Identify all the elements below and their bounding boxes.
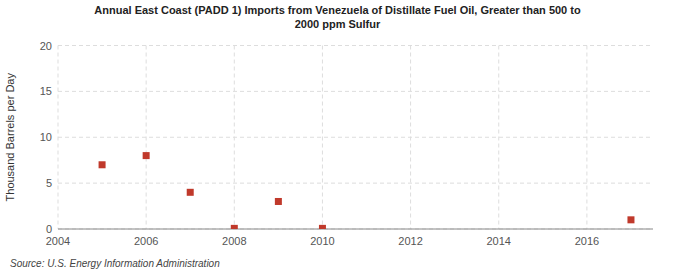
y-tick-label: 15 [40, 85, 52, 97]
y-grid-line [58, 183, 653, 184]
y-grid-line [58, 45, 653, 46]
chart-title: Annual East Coast (PADD 1) Imports from … [94, 4, 581, 30]
x-tick-label: 2014 [486, 235, 510, 247]
chart-svg: Annual East Coast (PADD 1) Imports from … [0, 0, 675, 275]
x-tick-label: 2004 [46, 235, 70, 247]
y-tick-label: 20 [40, 40, 52, 52]
grid [58, 46, 653, 230]
x-axis-line [58, 229, 653, 230]
x-tick-label: 2016 [575, 235, 599, 247]
data-point [275, 198, 282, 205]
y-grid-line [58, 229, 653, 230]
x-tick-label: 2008 [222, 235, 246, 247]
source-note: Source: U.S. Energy Information Administ… [10, 258, 220, 269]
data-point [99, 161, 106, 168]
y-tick-label: 0 [46, 223, 52, 235]
data-point [143, 152, 150, 159]
x-grid-line [146, 46, 147, 230]
x-grid-line [322, 46, 323, 230]
x-tick-label: 2006 [134, 235, 158, 247]
background [0, 0, 675, 275]
data-point [187, 189, 194, 196]
x-grid-line [410, 46, 411, 230]
data-point [627, 216, 634, 223]
axes: 0 5 10 15 20 2004 2006 2008 2010 2012 2014 2016 Thou… [4, 40, 653, 248]
chart-container: Annual East Coast (PADD 1) Imports from … [0, 0, 675, 275]
y-tick-label: 10 [40, 131, 52, 143]
data-point [319, 225, 326, 229]
x-grid-line [58, 46, 59, 230]
y-axis-label: Thousand Barrels per Day [4, 73, 16, 202]
x-grid-line [498, 46, 499, 230]
chart-title-line: 2000 ppm Sulfur [295, 18, 381, 30]
x-grid-line [234, 46, 235, 230]
y-grid-line [58, 137, 653, 138]
x-tick-label: 2010 [310, 235, 334, 247]
chart-title-line: Annual East Coast (PADD 1) Imports from … [94, 4, 581, 16]
points [99, 152, 635, 229]
y-grid-line [58, 91, 653, 92]
x-grid-line [586, 46, 587, 230]
x-tick-label: 2012 [398, 235, 422, 247]
data-point [231, 225, 238, 229]
y-tick-label: 5 [46, 177, 52, 189]
